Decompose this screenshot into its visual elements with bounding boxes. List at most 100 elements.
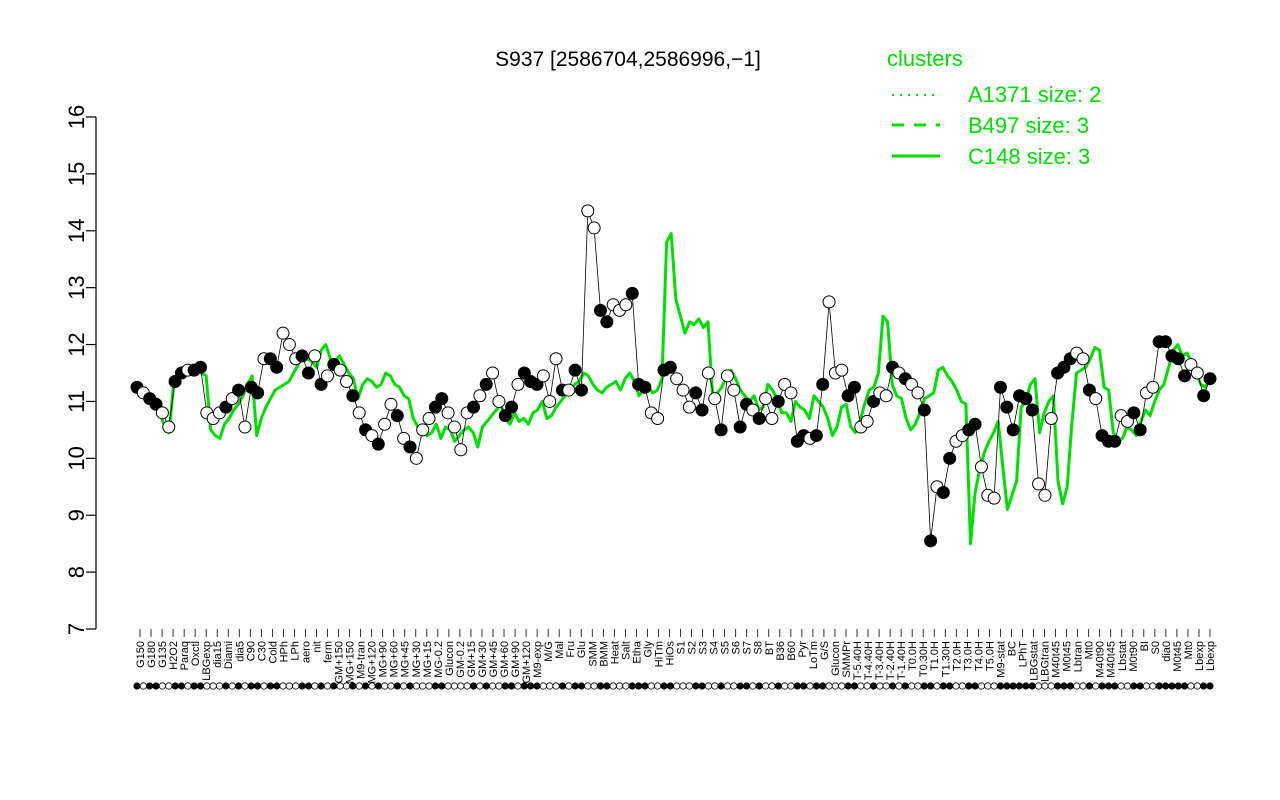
data-point	[454, 443, 468, 457]
rug-mark	[152, 682, 160, 690]
x-tick-label: Etha	[631, 640, 643, 664]
data-point	[911, 386, 925, 400]
rug-mark	[1034, 682, 1043, 690]
data-point	[1076, 352, 1090, 366]
y-tick-label: 7	[64, 623, 89, 635]
rug-mark	[527, 682, 535, 690]
x-tick-label: SMMPr	[841, 641, 853, 678]
x-tick-label: MG+120	[367, 641, 379, 684]
rug-mark	[190, 682, 198, 690]
x-tick-label: T0.30H	[918, 641, 930, 677]
x-tick-label: S2	[687, 641, 699, 654]
rug-mark	[1187, 682, 1195, 690]
data-point	[1133, 423, 1147, 437]
data-point	[1044, 412, 1058, 426]
rug-mark	[158, 682, 166, 690]
rug-mark	[1193, 682, 1201, 690]
rug-mark	[298, 682, 306, 690]
data-point	[384, 397, 398, 411]
rug-mark	[857, 682, 865, 690]
data-point	[447, 420, 461, 434]
x-tick-label: T5.0H	[984, 641, 996, 671]
data-point	[816, 377, 830, 391]
x-tick-label: Salt	[620, 641, 632, 660]
rug-mark	[882, 682, 890, 690]
rug-mark	[996, 682, 1005, 690]
data-point	[879, 389, 893, 403]
data-point	[708, 392, 722, 406]
rug-mark	[317, 682, 325, 690]
data-point	[416, 423, 430, 437]
x-tick-label: Glucon	[444, 641, 456, 676]
rug-mark	[793, 682, 801, 690]
data-point	[727, 383, 741, 397]
data-point	[308, 349, 322, 363]
rug-mark	[1022, 682, 1030, 690]
rug-mark	[819, 682, 827, 690]
rug-mark	[749, 682, 757, 690]
y-tick-label: 15	[64, 162, 89, 186]
data-point	[1159, 335, 1173, 349]
rug-mark	[260, 682, 268, 690]
legend-title: clusters	[887, 46, 963, 71]
data-point	[1038, 488, 1052, 502]
x-tick-label: M9-tran	[356, 641, 368, 679]
rug-mark	[761, 682, 770, 690]
rug-mark	[971, 682, 979, 690]
data-point	[1000, 400, 1014, 414]
data-point	[536, 369, 550, 383]
x-tick-label: H2O2	[168, 641, 180, 670]
series-line-c148	[135, 232, 1212, 546]
x-tick-label: LBGstat	[1029, 641, 1041, 681]
rug-mark	[1079, 682, 1087, 690]
rug-mark	[781, 682, 789, 690]
rug-mark	[463, 682, 471, 690]
data-point	[1190, 366, 1204, 380]
rug-mark	[1123, 682, 1132, 690]
x-tick-label: T-3.40H	[874, 641, 886, 680]
rug-mark	[539, 682, 547, 690]
rug-mark	[241, 682, 249, 690]
x-tick-label: S7	[742, 641, 754, 654]
rug-mark	[704, 682, 713, 690]
rug-mark	[977, 682, 986, 690]
rug-mark	[596, 682, 605, 690]
data-point	[320, 369, 334, 383]
rug-mark	[1028, 682, 1036, 690]
x-tick-label: B36	[775, 641, 787, 661]
rug-mark	[184, 682, 192, 690]
rug-mark	[831, 682, 840, 690]
rug-mark	[622, 682, 630, 690]
y-tick-label: 11	[64, 390, 89, 413]
data-point	[1108, 434, 1122, 448]
data-point	[936, 485, 950, 499]
rug-mark	[387, 682, 395, 690]
rug-mark	[787, 682, 795, 690]
rug-mark	[927, 682, 935, 690]
x-tick-label: M0t90	[1128, 641, 1140, 672]
rug-mark	[374, 682, 382, 690]
data-point	[378, 417, 392, 431]
rug-mark	[711, 682, 719, 690]
data-point	[701, 366, 715, 380]
rug-mark	[888, 682, 897, 690]
rug-mark	[234, 682, 243, 690]
x-tick-label: S1	[676, 641, 688, 654]
rug-mark	[520, 682, 528, 690]
rug-mark	[177, 682, 186, 690]
x-tick-label: HPh	[278, 641, 290, 662]
x-tick-label: B60	[786, 641, 798, 661]
x-tick-label: T1.30H	[940, 641, 952, 677]
rug-mark	[355, 682, 363, 690]
x-tick-label: MG+15	[422, 641, 434, 677]
data-point	[270, 360, 284, 374]
x-tick-label: S4	[709, 641, 721, 654]
data-point	[371, 437, 385, 451]
rug-mark	[330, 682, 338, 690]
rug-mark	[228, 682, 236, 690]
rug-mark	[654, 682, 662, 690]
data-point	[473, 389, 487, 403]
rug-mark	[660, 682, 668, 690]
rug-mark	[850, 682, 859, 690]
rug-mark	[628, 682, 636, 690]
